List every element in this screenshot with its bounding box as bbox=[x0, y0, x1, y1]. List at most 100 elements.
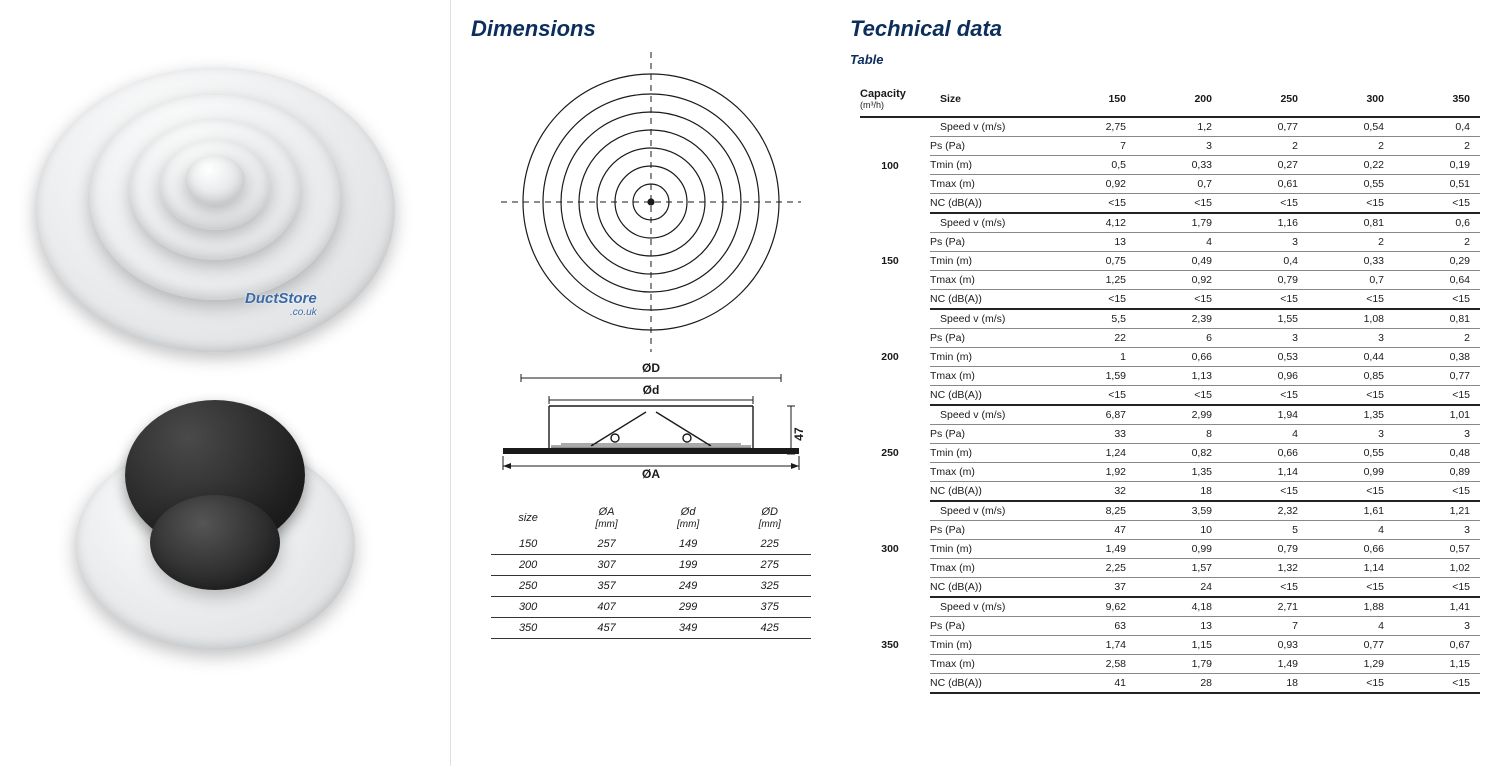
tech-cell: 0,54 bbox=[1308, 117, 1394, 137]
param-label: Ps (Pa) bbox=[930, 137, 1050, 156]
tech-cell: 3 bbox=[1308, 425, 1394, 444]
tech-cell: 1,15 bbox=[1394, 655, 1480, 674]
product-photos-column: DuctStore.co.uk bbox=[0, 0, 430, 766]
tech-cell: 18 bbox=[1136, 482, 1222, 502]
dim-cell: 325 bbox=[729, 576, 811, 597]
tech-row: Tmin (m)0,50,330,270,220,19 bbox=[860, 156, 1480, 175]
tech-cell: 1,29 bbox=[1308, 655, 1394, 674]
label-OA: ØA bbox=[642, 467, 660, 481]
param-label: NC (dB(A)) bbox=[930, 674, 1050, 694]
tech-cell: 1,16 bbox=[1222, 213, 1308, 233]
tech-row: 200Speed v (m/s)5,52,391,551,080,81 bbox=[860, 309, 1480, 329]
tech-cell: <15 bbox=[1394, 578, 1480, 598]
capacity-cell: 350 bbox=[860, 597, 930, 693]
tech-row: NC (dB(A))412818<15<15 bbox=[860, 674, 1480, 694]
tech-cell: 0,7 bbox=[1136, 175, 1222, 194]
tech-cell: 28 bbox=[1136, 674, 1222, 694]
tech-cell: 0,93 bbox=[1222, 636, 1308, 655]
tech-cell: 18 bbox=[1222, 674, 1308, 694]
dim-cell: 349 bbox=[647, 618, 729, 639]
tech-row: Ps (Pa)73222 bbox=[860, 137, 1480, 156]
tech-cell: 1,08 bbox=[1308, 309, 1394, 329]
tech-cell: 7 bbox=[1222, 617, 1308, 636]
tech-cell: 0,99 bbox=[1136, 540, 1222, 559]
top-view-diagram bbox=[491, 52, 811, 352]
param-label: Tmin (m) bbox=[930, 636, 1050, 655]
tech-row: NC (dB(A))<15<15<15<15<15 bbox=[860, 194, 1480, 214]
dim-row: 150257149225 bbox=[491, 534, 811, 555]
technical-data-table: Capacity(m³/h)Size150200250300350 100Spe… bbox=[860, 85, 1480, 694]
capacity-cell: 250 bbox=[860, 405, 930, 501]
tech-row: 150Speed v (m/s)4,121,791,160,810,6 bbox=[860, 213, 1480, 233]
tech-cell: 2 bbox=[1394, 137, 1480, 156]
param-label: Tmin (m) bbox=[930, 252, 1050, 271]
product-photo-front: DuctStore.co.uk bbox=[35, 40, 395, 340]
tech-cell: 1,61 bbox=[1308, 501, 1394, 521]
tech-cell: 0,49 bbox=[1136, 252, 1222, 271]
tech-cell: 0,75 bbox=[1050, 252, 1136, 271]
dim-row: 250357249325 bbox=[491, 576, 811, 597]
dimensions-table: sizeØA[mm]Ød[mm]ØD[mm] 15025714922520030… bbox=[491, 502, 811, 639]
tech-cell: 1,24 bbox=[1050, 444, 1136, 463]
tech-row: Tmax (m)2,251,571,321,141,02 bbox=[860, 559, 1480, 578]
tech-cell: 0,55 bbox=[1308, 444, 1394, 463]
dim-cell: 407 bbox=[566, 597, 648, 618]
tech-row: Tmin (m)10,660,530,440,38 bbox=[860, 348, 1480, 367]
param-label: Tmin (m) bbox=[930, 444, 1050, 463]
dim-cell: 300 bbox=[491, 597, 566, 618]
tech-cell: 0,77 bbox=[1222, 117, 1308, 137]
tech-cell: 0,22 bbox=[1308, 156, 1394, 175]
capacity-cell: 150 bbox=[860, 213, 930, 309]
tech-cell: 3 bbox=[1308, 329, 1394, 348]
tech-cell: 3,59 bbox=[1136, 501, 1222, 521]
tech-row: Ps (Pa)4710543 bbox=[860, 521, 1480, 540]
tech-cell: 1,79 bbox=[1136, 655, 1222, 674]
tech-row: Tmin (m)1,490,990,790,660,57 bbox=[860, 540, 1480, 559]
tech-cell: 3 bbox=[1136, 137, 1222, 156]
dim-cell: 249 bbox=[647, 576, 729, 597]
param-label: Tmax (m) bbox=[930, 367, 1050, 386]
tech-cell: 1,01 bbox=[1394, 405, 1480, 425]
tech-cell: 4 bbox=[1308, 617, 1394, 636]
dim-cell: 350 bbox=[491, 618, 566, 639]
tech-cell: 3 bbox=[1394, 521, 1480, 540]
dim-cell: 150 bbox=[491, 534, 566, 555]
tech-cell: 1,55 bbox=[1222, 309, 1308, 329]
param-label: Tmax (m) bbox=[930, 175, 1050, 194]
tech-cell: 1,41 bbox=[1394, 597, 1480, 617]
tech-cell: 1,2 bbox=[1136, 117, 1222, 137]
size-header: Size bbox=[930, 85, 1050, 117]
tech-cell: <15 bbox=[1136, 290, 1222, 310]
tech-row: Tmax (m)1,921,351,140,990,89 bbox=[860, 463, 1480, 482]
tech-cell: 0,99 bbox=[1308, 463, 1394, 482]
param-label: Speed v (m/s) bbox=[930, 309, 1050, 329]
tech-cell: 5,5 bbox=[1050, 309, 1136, 329]
tech-cell: <15 bbox=[1222, 290, 1308, 310]
tech-cell: 5 bbox=[1222, 521, 1308, 540]
tech-cell: 1,59 bbox=[1050, 367, 1136, 386]
dim-row: 350457349425 bbox=[491, 618, 811, 639]
dim-col-header: Ød[mm] bbox=[647, 502, 729, 534]
tech-cell: <15 bbox=[1394, 194, 1480, 214]
tech-cell: <15 bbox=[1050, 386, 1136, 406]
tech-cell: 0,85 bbox=[1308, 367, 1394, 386]
param-label: NC (dB(A)) bbox=[930, 482, 1050, 502]
tech-cell: 0,66 bbox=[1222, 444, 1308, 463]
tech-cell: 0,7 bbox=[1308, 271, 1394, 290]
tech-cell: 0,48 bbox=[1394, 444, 1480, 463]
tech-cell: 6 bbox=[1136, 329, 1222, 348]
param-label: Ps (Pa) bbox=[930, 617, 1050, 636]
tech-cell: 1 bbox=[1050, 348, 1136, 367]
label-Od: Ød bbox=[642, 383, 659, 397]
tech-row: 350Speed v (m/s)9,624,182,711,881,41 bbox=[860, 597, 1480, 617]
dim-cell: 225 bbox=[729, 534, 811, 555]
dim-cell: 149 bbox=[647, 534, 729, 555]
param-label: Ps (Pa) bbox=[930, 329, 1050, 348]
dim-cell: 375 bbox=[729, 597, 811, 618]
tech-cell: 2,71 bbox=[1222, 597, 1308, 617]
tech-cell: 1,92 bbox=[1050, 463, 1136, 482]
tech-cell: 0,33 bbox=[1136, 156, 1222, 175]
tech-cell: 1,88 bbox=[1308, 597, 1394, 617]
tech-row: Ps (Pa)338433 bbox=[860, 425, 1480, 444]
param-label: Speed v (m/s) bbox=[930, 597, 1050, 617]
